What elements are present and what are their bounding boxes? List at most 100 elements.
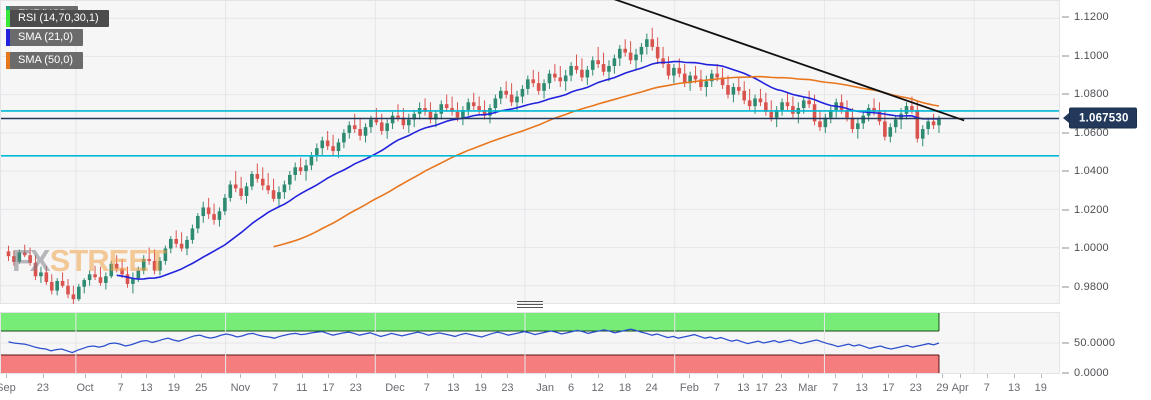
x-axis-label: Dec bbox=[385, 382, 405, 394]
rsi-color-swatch bbox=[6, 10, 10, 27]
x-axis-tick bbox=[986, 374, 988, 378]
x-axis-tick bbox=[275, 374, 277, 378]
price-axis-label: 1.0600 bbox=[1074, 126, 1109, 139]
x-axis-label: 7 bbox=[983, 382, 990, 394]
x-axis-label: 17 bbox=[322, 382, 335, 394]
x-axis-tick bbox=[5, 374, 7, 378]
x-axis-label: 29 bbox=[936, 382, 949, 394]
rsi-y-axis[interactable]: 50.0000 0.0000 bbox=[1060, 312, 1151, 379]
x-axis-tick bbox=[625, 374, 627, 378]
x-axis-label: 23 bbox=[501, 382, 514, 394]
legend-item-sma50[interactable]: SMA (50,0) bbox=[6, 52, 84, 69]
x-axis-tick bbox=[761, 374, 763, 378]
price-chart-pane[interactable] bbox=[0, 0, 1060, 304]
x-axis-tick bbox=[743, 374, 745, 378]
x-axis-tick bbox=[689, 374, 691, 378]
x-axis-label: Oct bbox=[76, 382, 94, 394]
x-axis-tick bbox=[1040, 374, 1042, 378]
x-axis-label: 13 bbox=[1008, 382, 1021, 394]
price-axis-tick bbox=[1062, 55, 1069, 57]
x-axis-tick bbox=[781, 374, 783, 378]
sma50-color-swatch bbox=[6, 52, 10, 69]
x-axis-tick bbox=[942, 374, 944, 378]
x-axis-tick bbox=[480, 374, 482, 378]
watermark-fx: FX bbox=[12, 243, 51, 278]
x-axis-tick bbox=[545, 374, 547, 378]
x-axis-label: 19 bbox=[167, 382, 180, 394]
x-axis-tick bbox=[42, 374, 44, 378]
x-axis-tick bbox=[301, 374, 303, 378]
x-axis-label: 7 bbox=[272, 382, 279, 394]
price-axis-tick bbox=[1062, 247, 1069, 249]
x-axis-tick bbox=[651, 374, 653, 378]
current-price-tag: 1.067530 bbox=[1069, 107, 1137, 129]
x-axis-label: Feb bbox=[679, 382, 699, 394]
x-axis-label: 6 bbox=[567, 382, 575, 394]
x-axis-tick bbox=[146, 374, 148, 378]
x-axis-tick bbox=[1014, 374, 1016, 378]
rsi-label: RSI (14,70,30,1) bbox=[18, 12, 99, 24]
legend-item-sma21[interactable]: SMA (21,0) bbox=[6, 29, 84, 46]
x-axis-tick bbox=[395, 374, 396, 378]
x-axis-label: 23 bbox=[775, 382, 788, 394]
x-axis-tick bbox=[355, 374, 357, 378]
x-axis-label: 13 bbox=[447, 382, 460, 394]
price-axis-label: 0.9800 bbox=[1074, 280, 1109, 293]
x-axis-label: 13 bbox=[855, 382, 868, 394]
price-y-axis[interactable]: 1.1200 1.1000 1.0800 1.0600 1.0400 1.0200 1.00… bbox=[1060, 0, 1151, 304]
x-axis-label: Nov bbox=[230, 382, 251, 394]
x-axis-tick bbox=[85, 374, 87, 378]
x-axis-label: Mar bbox=[798, 382, 818, 394]
price-axis-tick bbox=[1062, 16, 1069, 18]
x-axis-tick bbox=[240, 374, 242, 378]
x-axis-label: 13 bbox=[140, 382, 153, 394]
legend-item-rsi[interactable]: RSI (14,70,30,1) bbox=[6, 10, 109, 27]
rsi-legend: RSI (14,70,30,1) bbox=[6, 10, 109, 33]
x-axis-tick bbox=[861, 374, 863, 378]
price-axis-label: 1.1200 bbox=[1074, 11, 1109, 24]
x-axis-tick bbox=[807, 374, 809, 378]
price-axis-tick bbox=[1062, 132, 1069, 134]
x-axis-label: 7 bbox=[713, 382, 720, 394]
x-axis-label: 19 bbox=[1034, 382, 1047, 394]
x-axis-tick bbox=[201, 374, 203, 378]
rsi-pane[interactable] bbox=[0, 312, 1060, 374]
x-axis-label: 25 bbox=[195, 382, 208, 394]
sma21-label: SMA (21,0) bbox=[18, 31, 74, 43]
x-axis-tick bbox=[173, 374, 175, 378]
x-axis-label: 7 bbox=[117, 382, 124, 394]
x-axis-tick bbox=[426, 374, 428, 378]
x-axis-label: 23 bbox=[909, 382, 922, 394]
x-axis-tick bbox=[835, 374, 837, 378]
price-axis-label: 1.0200 bbox=[1074, 203, 1109, 216]
price-axis-label: 1.0000 bbox=[1074, 242, 1109, 255]
x-axis-label: 23 bbox=[349, 382, 362, 394]
x-axis-tick bbox=[960, 374, 962, 378]
x-axis[interactable]: Sep 23 Oct 7 13 19 25 Nov 7 11 17 23 Dec 7 13 19 23 Jan 6 1… bbox=[0, 374, 1060, 400]
x-axis-label: 12 bbox=[591, 382, 604, 394]
x-axis-label: Jan bbox=[536, 382, 555, 394]
x-axis-label: 23 bbox=[36, 382, 50, 394]
sma21-color-swatch bbox=[6, 29, 10, 46]
x-axis-label: Sep bbox=[0, 382, 16, 394]
x-axis-tick bbox=[328, 374, 330, 378]
x-axis-label: 11 bbox=[296, 382, 308, 394]
handle-line bbox=[517, 307, 543, 308]
price-axis-label: 1.0800 bbox=[1074, 88, 1109, 101]
watermark-street: STREET bbox=[49, 243, 167, 278]
rsi-axis-tick bbox=[1062, 342, 1069, 344]
price-axis-tick bbox=[1062, 209, 1069, 211]
x-axis-tick bbox=[507, 374, 509, 378]
handle-line bbox=[517, 304, 543, 305]
price-axis-tick bbox=[1062, 170, 1069, 172]
pane-resize-handle[interactable] bbox=[517, 299, 543, 310]
rsi-axis-tick bbox=[1062, 372, 1069, 374]
rsi-axis-label: 50.0000 bbox=[1074, 337, 1116, 349]
handle-line bbox=[517, 301, 543, 302]
current-price-arrow bbox=[1063, 113, 1069, 124]
price-axis-label: 1.1000 bbox=[1074, 49, 1109, 62]
x-axis-tick bbox=[453, 374, 455, 378]
x-axis-label: 19 bbox=[474, 382, 487, 394]
x-axis-label: 13 bbox=[737, 382, 750, 394]
